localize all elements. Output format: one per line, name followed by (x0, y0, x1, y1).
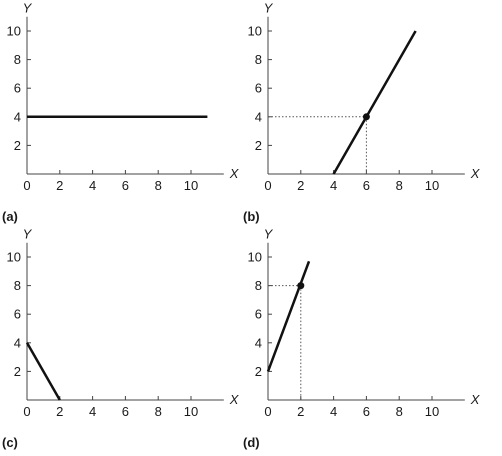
y-tick-label: 10 (248, 250, 262, 265)
y-axis-name: Y (264, 227, 274, 242)
y-tick-label: 10 (248, 24, 262, 39)
x-tick-label: 0 (23, 404, 30, 419)
x-tick-label: 6 (363, 178, 370, 193)
x-tick-label: 10 (184, 178, 198, 193)
x-tick-label: 2 (297, 178, 304, 193)
y-tick-label: 6 (255, 307, 262, 322)
x-tick-label: 6 (122, 178, 129, 193)
x-tick-label: 4 (330, 404, 337, 419)
x-axis-name: X (470, 166, 481, 181)
y-tick-label: 2 (255, 364, 262, 379)
y-tick-label: 4 (14, 109, 21, 124)
x-tick-label: 0 (264, 178, 271, 193)
y-tick-label: 10 (7, 250, 21, 265)
panel-label: (b) (243, 209, 260, 224)
y-axis-name: Y (23, 227, 33, 242)
y-tick-label: 8 (255, 52, 262, 67)
series-line (25, 342, 61, 401)
series-line (266, 260, 311, 372)
y-tick-label: 4 (255, 109, 262, 124)
x-tick-label: 10 (425, 404, 439, 419)
panel-label: (c) (2, 435, 18, 450)
y-tick-label: 8 (14, 278, 21, 293)
x-tick-label: 10 (184, 404, 198, 419)
y-tick-label: 4 (255, 335, 262, 350)
x-tick-label: 0 (264, 404, 271, 419)
y-tick-label: 6 (14, 81, 21, 96)
y-tick-label: 8 (14, 52, 21, 67)
x-tick-label: 8 (396, 178, 403, 193)
x-tick-label: 8 (155, 404, 162, 419)
x-axis-name: X (229, 392, 240, 407)
panel-c: 0 2 4 6 8 10 2 4 6 8 10 X Y (c) (2, 227, 240, 450)
x-tick-label: 10 (425, 178, 439, 193)
y-tick-label: 4 (14, 335, 21, 350)
x-tick-label: 4 (330, 178, 337, 193)
y-tick-label: 2 (255, 138, 262, 153)
y-tick-label: 2 (14, 364, 21, 379)
x-tick-label: 8 (155, 178, 162, 193)
y-tick-label: 8 (255, 278, 262, 293)
y-tick-label: 2 (14, 138, 21, 153)
x-tick-label: 0 (23, 178, 30, 193)
x-tick-label: 6 (122, 404, 129, 419)
panel-d: 0 2 4 6 8 10 2 4 6 8 10 X Y (d) (243, 227, 481, 450)
series-line (332, 30, 417, 175)
y-axis-name: Y (264, 1, 274, 16)
panel-label: (d) (243, 435, 260, 450)
y-axis-name: Y (23, 1, 33, 16)
highlight-point (297, 282, 305, 290)
x-axis-name: X (470, 392, 481, 407)
x-tick-label: 4 (89, 178, 96, 193)
x-tick-label: 2 (56, 178, 63, 193)
panel-a: 0 2 4 6 8 10 2 4 6 8 10 X Y (a) (2, 1, 240, 224)
highlight-point (362, 113, 370, 121)
y-tick-label: 10 (7, 24, 21, 39)
y-tick-label: 6 (255, 81, 262, 96)
x-tick-label: 8 (396, 404, 403, 419)
panel-label: (a) (2, 209, 18, 224)
x-tick-label: 4 (89, 404, 96, 419)
x-axis-name: X (229, 166, 240, 181)
x-tick-label: 2 (297, 404, 304, 419)
panel-b: 0 2 4 6 8 10 2 4 6 8 10 X Y (b) (243, 1, 481, 224)
y-tick-label: 6 (14, 307, 21, 322)
x-tick-label: 2 (56, 404, 63, 419)
x-tick-label: 6 (363, 404, 370, 419)
